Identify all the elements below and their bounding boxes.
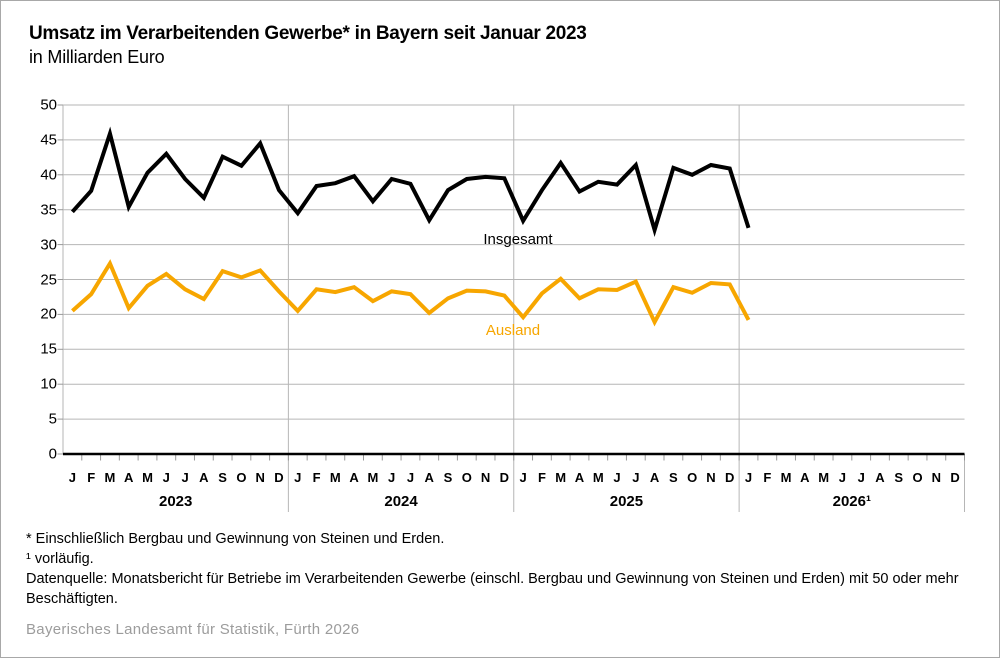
month-label: F bbox=[87, 470, 96, 485]
month-label: M bbox=[329, 470, 341, 485]
month-label: J bbox=[388, 470, 396, 485]
source-attribution: Bayerisches Landesamt für Statistik, Für… bbox=[26, 621, 360, 638]
y-axis-label: 30 bbox=[40, 236, 57, 254]
month-label: J bbox=[181, 470, 189, 485]
month-label: O bbox=[236, 470, 247, 485]
insgesamt-line bbox=[70, 126, 751, 237]
footnote-asterisk: * Einschließlich Bergbau und Gewinnung v… bbox=[26, 531, 445, 547]
footnote-datasource: Datenquelle: Monatsbericht für Betriebe … bbox=[26, 571, 959, 607]
month-label: F bbox=[537, 470, 546, 485]
month-label: N bbox=[931, 470, 942, 485]
month-label: O bbox=[687, 470, 698, 485]
month-label: J bbox=[744, 470, 753, 485]
year-label: 2025 bbox=[609, 493, 644, 510]
ausland-line bbox=[71, 259, 751, 327]
month-label: A bbox=[349, 470, 359, 485]
y-axis-label: 5 bbox=[48, 410, 57, 428]
month-label: M bbox=[104, 470, 116, 485]
month-label: A bbox=[800, 470, 810, 485]
month-label: D bbox=[950, 470, 960, 485]
month-label: S bbox=[443, 470, 453, 485]
month-label: O bbox=[912, 470, 923, 485]
chart-title: Umsatz im Verarbeitenden Gewerbe* in Bay… bbox=[29, 23, 587, 44]
y-axis-label: 50 bbox=[40, 96, 57, 114]
insgesamt-series-label: Insgesamt bbox=[483, 231, 553, 248]
footnote-preliminary: ¹ vorläufig. bbox=[26, 551, 94, 567]
month-label: J bbox=[162, 470, 170, 485]
month-label: D bbox=[725, 470, 735, 485]
year-label: 2023 bbox=[159, 493, 193, 510]
month-label: A bbox=[424, 470, 434, 485]
month-label: J bbox=[68, 470, 76, 485]
y-axis-label: 35 bbox=[40, 201, 57, 219]
month-label: M bbox=[780, 470, 792, 485]
footnotes: * Einschließlich Bergbau und Gewinnung v… bbox=[26, 529, 971, 609]
month-label: J bbox=[519, 470, 527, 485]
month-label: J bbox=[294, 470, 302, 485]
month-label: M bbox=[367, 470, 379, 485]
month-label: M bbox=[818, 470, 830, 485]
y-axis-label: 40 bbox=[40, 166, 57, 184]
month-label: A bbox=[649, 470, 660, 485]
month-label: N bbox=[255, 470, 265, 485]
month-label: J bbox=[613, 470, 621, 485]
y-axis-label: 25 bbox=[40, 271, 57, 288]
year-label: 2026¹ bbox=[832, 493, 871, 510]
month-label: J bbox=[838, 470, 847, 485]
month-label: O bbox=[461, 470, 472, 485]
ausland-series-label: Ausland bbox=[485, 322, 541, 339]
month-label: A bbox=[875, 470, 885, 485]
year-label: 2024 bbox=[384, 493, 418, 510]
month-label: J bbox=[632, 470, 640, 485]
month-label: M bbox=[142, 470, 153, 485]
month-label: N bbox=[706, 470, 716, 485]
y-axis-label: 45 bbox=[40, 131, 57, 149]
month-label: M bbox=[592, 470, 604, 485]
chart-subtitle: in Milliarden Euro bbox=[29, 47, 165, 67]
y-axis-label: 15 bbox=[40, 340, 57, 358]
month-label: S bbox=[218, 470, 227, 485]
chart-header: Umsatz im Verarbeitenden Gewerbe* in Bay… bbox=[29, 22, 587, 69]
month-label: J bbox=[857, 470, 865, 485]
month-label: S bbox=[894, 470, 904, 485]
month-label: A bbox=[574, 470, 585, 485]
month-label: N bbox=[480, 470, 491, 485]
month-label: M bbox=[555, 470, 567, 485]
y-axis-label: 20 bbox=[40, 305, 57, 323]
y-axis-label: 10 bbox=[40, 375, 57, 393]
month-label: A bbox=[199, 470, 209, 485]
month-label: A bbox=[124, 470, 134, 485]
month-label: F bbox=[763, 470, 772, 485]
month-label: S bbox=[669, 470, 678, 485]
y-axis-label: 0 bbox=[48, 445, 57, 463]
month-label: D bbox=[274, 470, 284, 485]
month-label: F bbox=[312, 470, 321, 485]
month-label: D bbox=[499, 470, 510, 485]
month-label: J bbox=[406, 470, 415, 485]
